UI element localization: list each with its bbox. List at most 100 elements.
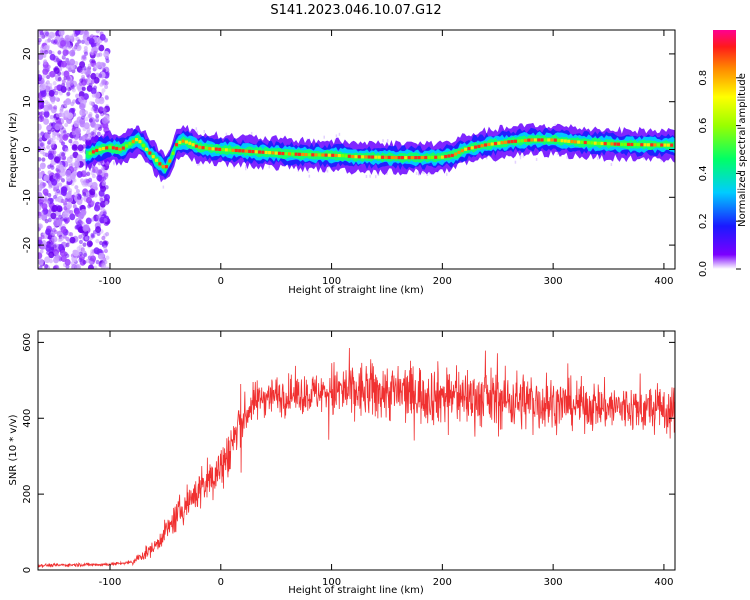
top-y-axis: -20 -10 0 10 20 — [22, 48, 675, 253]
ridge-core — [211, 147, 215, 151]
noise-speckle — [327, 165, 329, 169]
bottom-y-axis-label: SNR (10 * v/v) — [8, 414, 19, 485]
ridge-core — [517, 139, 521, 143]
noise-speckle — [74, 30, 81, 35]
noise-speckle — [38, 265, 43, 269]
ridge-core — [281, 151, 285, 156]
ridge-core — [118, 147, 122, 151]
noise-speckle — [58, 182, 63, 187]
snr-series-line — [38, 347, 675, 568]
noise-speckle — [39, 249, 44, 254]
noise-speckle — [91, 181, 98, 189]
noise-speckle — [90, 234, 95, 239]
ridge-core — [98, 147, 102, 151]
noise-speckle — [80, 232, 85, 238]
noise-speckle — [44, 50, 49, 55]
noise-speckle — [82, 66, 87, 71]
noise-speckle — [610, 162, 613, 166]
ridge-core — [251, 149, 255, 154]
ridge-core — [347, 154, 351, 158]
colorbar-tick-label: 0.0 — [698, 261, 709, 277]
colorbar-axis: 0.0 0.2 0.4 0.6 0.8 — [698, 70, 741, 277]
noise-speckle — [88, 38, 95, 45]
noise-speckle — [96, 42, 101, 48]
noise-speckle — [102, 68, 107, 73]
ridge-core — [151, 155, 155, 159]
ridge-core — [487, 142, 491, 147]
noise-speckle — [89, 188, 96, 196]
noise-speckle — [203, 130, 206, 134]
noise-speckle — [100, 218, 105, 224]
noise-speckle — [53, 67, 60, 75]
noise-speckle — [63, 206, 68, 211]
noise-speckle — [535, 157, 538, 161]
ridge-core — [321, 153, 325, 157]
noise-speckle — [73, 166, 78, 171]
ridge-core — [284, 152, 288, 156]
ridge-core — [231, 148, 235, 152]
ridge-core — [115, 146, 119, 151]
noise-speckle — [65, 169, 72, 177]
noise-speckle — [102, 245, 107, 250]
ridge-core — [666, 143, 670, 147]
noise-speckle — [40, 90, 47, 98]
noise-speckle — [58, 244, 65, 251]
noise-speckle — [64, 147, 69, 153]
noise-speckle — [446, 172, 448, 176]
noise-speckle — [69, 58, 76, 66]
ridge-core — [141, 143, 145, 148]
noise-speckle — [98, 126, 103, 132]
noise-speckle — [245, 164, 247, 168]
noise-speckle — [51, 178, 58, 186]
noise-speckle — [40, 34, 45, 39]
noise-speckle — [415, 171, 418, 175]
noise-speckle — [59, 249, 66, 257]
noise-speckle — [52, 150, 57, 155]
ridge-core — [560, 139, 564, 143]
noise-speckle — [61, 79, 66, 84]
noise-speckle — [55, 35, 60, 40]
noise-speckle — [82, 224, 89, 232]
noise-speckle — [50, 127, 55, 133]
noise-speckle — [40, 111, 45, 116]
noise-speckle — [81, 39, 86, 44]
noise-speckle — [56, 169, 61, 174]
ridge-core — [364, 155, 368, 159]
noise-speckle — [74, 127, 81, 135]
noise-speckle — [86, 171, 91, 177]
ridge-core — [656, 143, 660, 147]
ridge-core — [520, 139, 524, 143]
ridge-core — [204, 146, 208, 150]
noise-speckle — [100, 123, 105, 129]
noise-speckle — [104, 95, 109, 101]
noise-speckle — [56, 205, 63, 213]
ridge-band-green — [85, 134, 675, 174]
noise-speckle — [84, 235, 89, 241]
ridge-core — [623, 142, 627, 146]
noise-speckle — [566, 155, 568, 159]
noise-speckle — [48, 86, 53, 91]
noise-speckle — [62, 234, 67, 239]
noise-speckle — [377, 172, 380, 176]
ridge-core — [420, 155, 424, 160]
noise-speckle — [91, 93, 96, 98]
ridge-core — [371, 155, 375, 159]
ridge-core — [490, 142, 494, 146]
noise-speckle — [485, 156, 488, 160]
noise-speckle — [74, 36, 79, 41]
noise-speckle — [52, 81, 57, 86]
noise-speckle — [418, 172, 420, 176]
bottom-y-tick-label: 400 — [22, 409, 33, 428]
ridge-core — [573, 140, 577, 144]
noise-speckle — [102, 79, 107, 85]
noise-speckle — [38, 215, 42, 220]
ridge-core — [640, 143, 644, 147]
noise-speckle — [54, 197, 59, 202]
noise-speckle — [54, 173, 59, 178]
noise-speckle — [62, 134, 69, 141]
ridge-core — [174, 143, 178, 147]
noise-speckle — [66, 202, 73, 209]
noise-speckle — [55, 113, 60, 118]
noise-speckle — [41, 214, 48, 221]
